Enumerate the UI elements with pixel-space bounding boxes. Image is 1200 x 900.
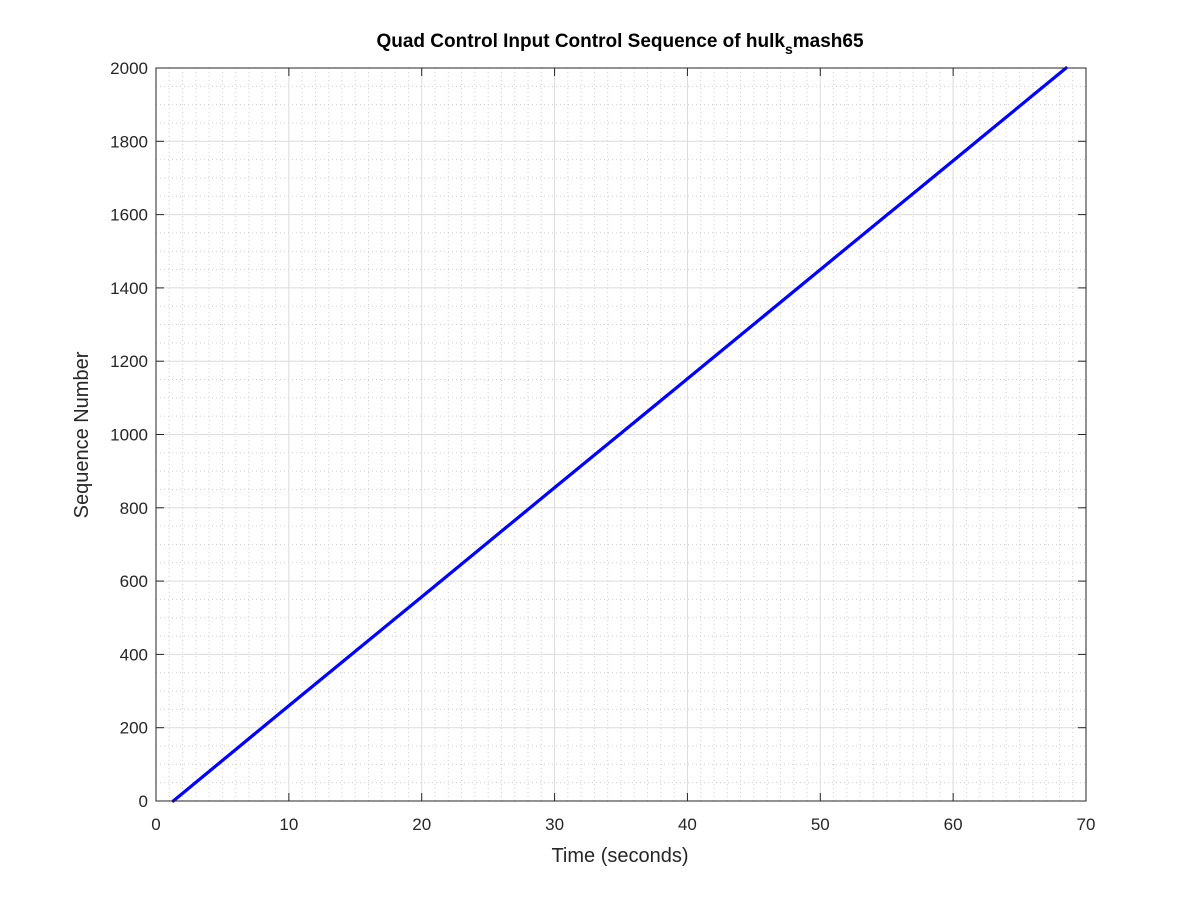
x-tick-label: 50 xyxy=(811,815,830,834)
x-tick-label: 20 xyxy=(412,815,431,834)
y-tick-label: 0 xyxy=(139,792,148,811)
y-tick-label: 1800 xyxy=(110,132,148,151)
x-tick-label: 40 xyxy=(678,815,697,834)
y-tick-label: 1000 xyxy=(110,426,148,445)
y-axis-label: Sequence Number xyxy=(71,351,93,518)
y-tick-label: 1200 xyxy=(110,352,148,371)
y-tick-label: 2000 xyxy=(110,59,148,78)
y-axis-ticks: 0 200 400 600 800 1000 1200 1400 1600 1800 2000 xyxy=(110,59,1086,811)
x-axis-label: Time (seconds) xyxy=(551,845,688,867)
x-tick-label: 60 xyxy=(944,815,963,834)
chart-title: Quad Control Input Control Sequence of h… xyxy=(376,31,863,57)
y-tick-label: 200 xyxy=(120,719,148,738)
x-tick-label: 30 xyxy=(545,815,564,834)
y-tick-label: 600 xyxy=(120,572,148,591)
series-line-0 xyxy=(171,66,1068,803)
x-tick-label: 10 xyxy=(279,815,298,834)
minor-grid xyxy=(156,68,1086,801)
x-tick-label: 70 xyxy=(1077,815,1096,834)
chart-title-tail: mash65 xyxy=(793,31,864,52)
chart-title-main: Quad Control Input Control Sequence of h… xyxy=(376,31,785,52)
chart-title-subscript: s xyxy=(785,41,793,57)
x-tick-label: 0 xyxy=(151,815,160,834)
y-tick-label: 1400 xyxy=(110,279,148,298)
series-layer xyxy=(171,66,1068,803)
y-tick-label: 800 xyxy=(120,499,148,518)
y-tick-label: 400 xyxy=(120,645,148,664)
x-axis-ticks: 0 10 20 30 40 50 60 70 xyxy=(151,68,1095,834)
y-tick-label: 1600 xyxy=(110,206,148,225)
